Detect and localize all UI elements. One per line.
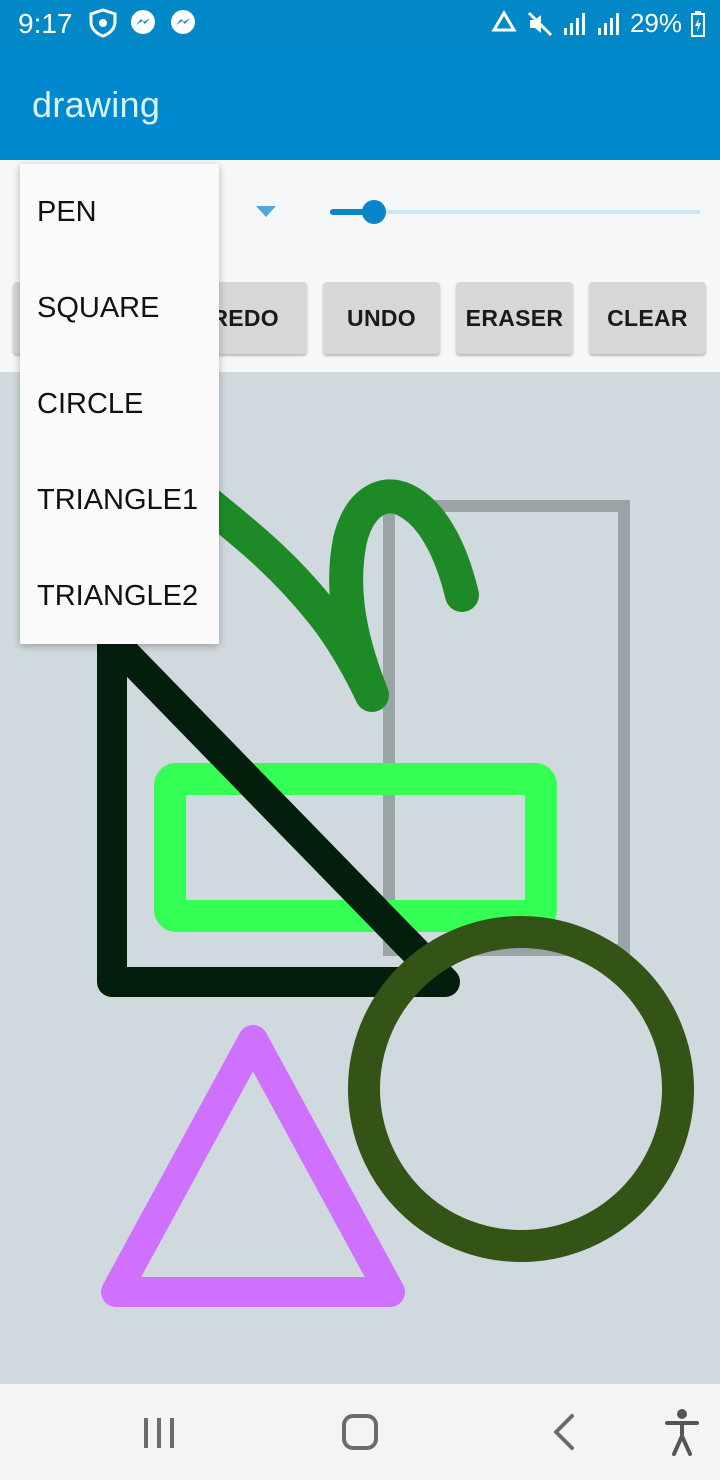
- recents-icon[interactable]: [140, 1404, 180, 1465]
- stroke-circle-olive: [348, 916, 694, 1262]
- menu-item-triangle1[interactable]: TRIANGLE1: [37, 483, 199, 516]
- app-bar: drawing: [0, 48, 720, 160]
- data-saver-icon: [490, 9, 518, 38]
- stroke-triangle-purple: [101, 1025, 405, 1307]
- menu-item-triangle2[interactable]: TRIANGLE2: [37, 579, 199, 612]
- shield-icon: [88, 8, 118, 38]
- battery-charging-icon: [690, 10, 706, 38]
- status-bar: 9:17 29%: [0, 0, 720, 48]
- shape-dropdown-menu: PEN SQUARE CIRCLE TRIANGLE1 TRIANGLE2: [20, 164, 219, 644]
- clear-button[interactable]: CLEAR: [589, 282, 706, 354]
- mute-icon: [526, 10, 554, 38]
- signal-icon: [562, 11, 588, 37]
- app-title: drawing: [32, 84, 161, 125]
- stroke-pen-green: [193, 479, 479, 712]
- status-icons-right: 29%: [490, 8, 706, 39]
- stroke-triangle-dark: [97, 625, 460, 997]
- status-icons-left: [88, 8, 198, 38]
- navigation-bar: [0, 1384, 720, 1480]
- messenger-icon: [128, 8, 158, 38]
- dropdown-arrow-icon[interactable]: [256, 206, 276, 217]
- menu-item-square[interactable]: SQUARE: [37, 291, 160, 324]
- home-icon[interactable]: [340, 1404, 380, 1465]
- stroke-square-gray: [383, 500, 630, 956]
- signal-icon: [596, 11, 622, 37]
- status-time: 9:17: [18, 8, 73, 39]
- eraser-button[interactable]: ERASER: [456, 282, 573, 354]
- battery-percent: 29%: [629, 8, 682, 38]
- stroke-square-lime: [154, 763, 557, 932]
- menu-item-circle[interactable]: CIRCLE: [37, 387, 144, 420]
- stroke-width-slider-thumb[interactable]: [362, 200, 386, 224]
- accessibility-icon[interactable]: [662, 1404, 702, 1465]
- stroke-width-slider-fill: [330, 209, 374, 215]
- back-icon[interactable]: [544, 1404, 584, 1465]
- stroke-width-slider[interactable]: [330, 210, 700, 214]
- undo-button[interactable]: UNDO: [323, 282, 440, 354]
- menu-item-pen[interactable]: PEN: [37, 195, 97, 228]
- messenger-icon: [168, 8, 198, 38]
